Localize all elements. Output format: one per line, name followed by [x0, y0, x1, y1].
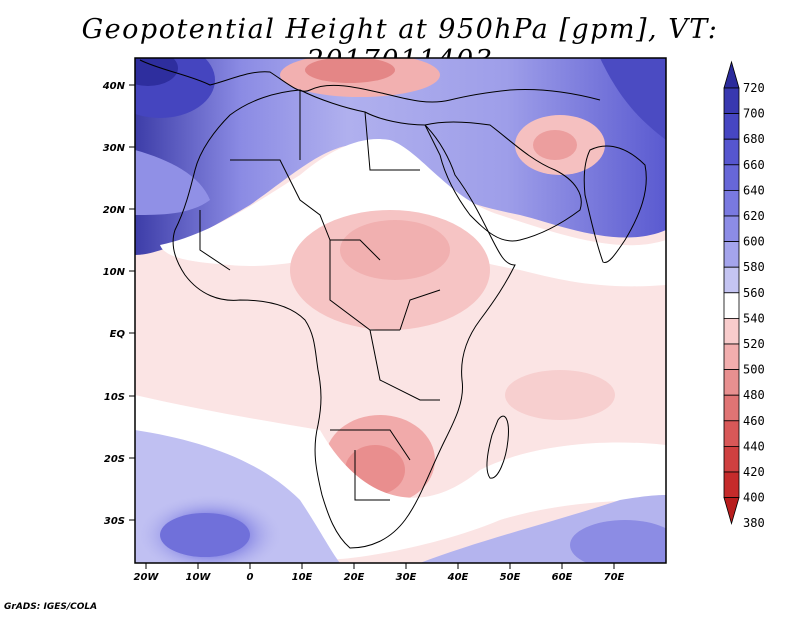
colorbar: 720 700 680 660 640 620 600 580 560 540 520 500 480 4… — [723, 60, 765, 530]
colorbar-label: 600 — [743, 235, 765, 249]
lon-label: 30E — [396, 572, 417, 583]
lon-label: 20W — [134, 572, 160, 583]
colorbar-box — [723, 445, 740, 473]
colorbar-label: 540 — [743, 311, 765, 325]
colorbar-label: 480 — [743, 388, 765, 402]
colorbar-label: 580 — [743, 260, 765, 274]
colorbar-box — [723, 266, 740, 294]
lon-axis: 20W 10W 0 10E 20E 30E 40E 50E 60E 70E — [134, 563, 625, 583]
grads-credit: GrADS: IGES/COLA — [4, 602, 98, 612]
colorbar-label: 440 — [743, 439, 765, 453]
colorbar-label: 640 — [743, 183, 765, 197]
lon-label: 40E — [447, 572, 469, 583]
lat-label: 20S — [104, 454, 125, 465]
colorbar-label: 460 — [743, 414, 765, 428]
colorbar-box — [723, 138, 740, 166]
colorbar-label: 560 — [743, 286, 765, 300]
colorbar-max-triangle — [723, 60, 740, 89]
colorbar-label: 380 — [743, 516, 765, 530]
colorbar-box — [723, 343, 740, 371]
colorbar-min-triangle — [723, 497, 740, 526]
lat-label: 40N — [102, 81, 126, 92]
lon-label: 70E — [604, 572, 625, 583]
colorbar-box — [723, 420, 740, 447]
colorbar-box — [723, 292, 740, 319]
colorbar-label: 700 — [743, 107, 765, 121]
lat-label: 20N — [103, 205, 126, 216]
colorbar-box — [723, 164, 740, 191]
colorbar-label: 720 — [743, 81, 765, 95]
map-field — [135, 58, 666, 563]
colorbar-box — [723, 215, 740, 243]
lon-label: 10W — [186, 572, 212, 583]
lat-label: 10N — [103, 267, 126, 278]
lon-label: 0 — [247, 572, 254, 583]
colorbar-label: 420 — [743, 465, 765, 479]
colorbar-box — [723, 369, 740, 396]
colorbar-box — [723, 471, 740, 499]
lat-label: EQ — [110, 329, 126, 340]
colorbar-box — [723, 317, 740, 345]
colorbar-label: 520 — [743, 337, 765, 351]
coastlines — [139, 59, 647, 549]
colorbar-box — [723, 113, 740, 140]
colorbar-box — [723, 394, 740, 422]
colorbar-box — [723, 189, 740, 217]
colorbar-box — [723, 87, 740, 115]
lon-label: 50E — [500, 572, 521, 583]
lon-label: 20E — [344, 572, 365, 583]
colorbar-label: 660 — [743, 158, 765, 172]
colorbar-label: 500 — [743, 363, 765, 377]
lat-label: 30S — [104, 516, 125, 527]
colorbar-label: 620 — [743, 209, 765, 223]
colorbar-label: 680 — [743, 132, 765, 146]
map-frame — [134, 57, 667, 564]
colorbar-label: 400 — [743, 491, 765, 505]
lat-label: 10S — [104, 392, 125, 403]
lon-label: 10E — [292, 572, 313, 583]
lat-axis: 40N 30N 20N 10N EQ 10S 20S 30S — [102, 81, 135, 527]
colorbar-box — [723, 241, 740, 268]
lon-label: 60E — [552, 572, 573, 583]
lat-label: 30N — [103, 143, 126, 154]
